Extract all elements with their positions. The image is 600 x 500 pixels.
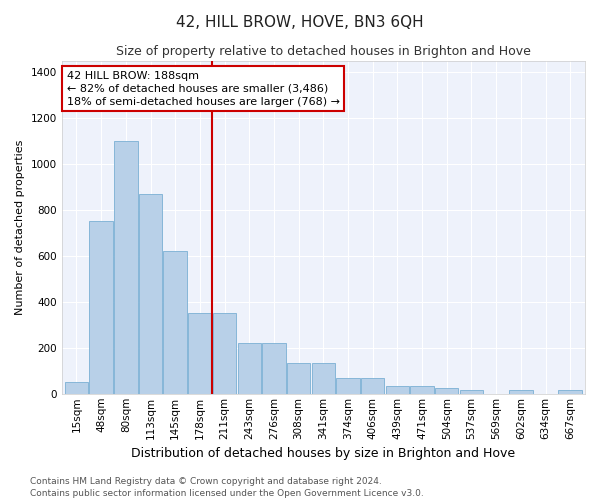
Bar (65, 382, 88, 394)
Bar (114, 141, 137, 394)
Bar (238, 343, 261, 394)
Bar (311, 362, 335, 394)
Bar (361, 378, 385, 394)
Text: Contains HM Land Registry data © Crown copyright and database right 2024.
Contai: Contains HM Land Registry data © Crown c… (30, 476, 424, 498)
Bar (213, 314, 236, 394)
Bar (89, 222, 113, 394)
X-axis label: Distribution of detached houses by size in Brighton and Hove: Distribution of detached houses by size … (131, 447, 515, 460)
Bar (509, 390, 533, 394)
Title: Size of property relative to detached houses in Brighton and Hove: Size of property relative to detached ho… (116, 45, 531, 58)
Bar (287, 362, 310, 394)
Bar (410, 386, 434, 394)
Text: 42 HILL BROW: 188sqm
← 82% of detached houses are smaller (3,486)
18% of semi-de: 42 HILL BROW: 188sqm ← 82% of detached h… (67, 70, 340, 107)
Bar (163, 252, 187, 394)
Y-axis label: Number of detached properties: Number of detached properties (15, 140, 25, 315)
Bar (559, 390, 582, 394)
Bar (262, 343, 286, 394)
Bar (386, 386, 409, 394)
Bar (460, 390, 483, 394)
Bar (435, 388, 458, 394)
Bar (188, 314, 212, 394)
Text: 42, HILL BROW, HOVE, BN3 6QH: 42, HILL BROW, HOVE, BN3 6QH (176, 15, 424, 30)
Bar (336, 378, 360, 394)
Bar (139, 194, 162, 394)
